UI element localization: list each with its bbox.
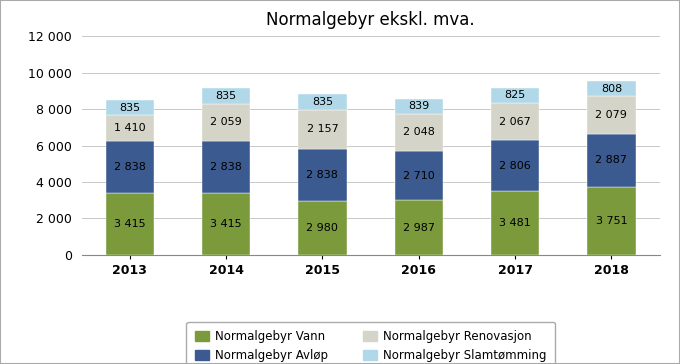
Text: 2 887: 2 887 [596, 155, 628, 165]
Bar [299, 95, 347, 110]
Bar [491, 88, 539, 103]
Text: 2 806: 2 806 [499, 161, 531, 171]
Bar [299, 149, 347, 201]
Text: 2 838: 2 838 [114, 162, 146, 172]
Bar [105, 100, 154, 115]
Text: 2 980: 2 980 [307, 223, 339, 233]
Bar [202, 88, 250, 103]
Bar [105, 193, 154, 255]
Bar [394, 151, 443, 201]
Bar [394, 114, 443, 151]
Text: 3 415: 3 415 [114, 219, 146, 229]
Bar [588, 134, 636, 186]
Title: Normalgebyr ekskl. mva.: Normalgebyr ekskl. mva. [267, 11, 475, 29]
Text: 835: 835 [119, 103, 140, 113]
Text: 835: 835 [216, 91, 237, 101]
Text: 3 481: 3 481 [499, 218, 531, 228]
Text: 2 048: 2 048 [403, 127, 435, 138]
Text: 808: 808 [601, 84, 622, 94]
Text: 839: 839 [408, 101, 429, 111]
Bar [299, 110, 347, 149]
Text: 2 067: 2 067 [499, 116, 531, 127]
Bar [491, 141, 539, 191]
Text: 2 079: 2 079 [596, 110, 628, 120]
Text: 835: 835 [312, 97, 333, 107]
Bar [299, 201, 347, 255]
Bar [202, 141, 250, 193]
Text: 1 410: 1 410 [114, 123, 146, 133]
Bar [394, 99, 443, 114]
Bar [202, 193, 250, 255]
Bar [105, 115, 154, 141]
Text: 3 415: 3 415 [210, 219, 242, 229]
Text: 2 157: 2 157 [307, 124, 339, 134]
Text: 3 751: 3 751 [596, 215, 627, 226]
Text: 2 987: 2 987 [403, 223, 435, 233]
Legend: Normalgebyr Vann, Normalgebyr Avløp, Normalgebyr Renovasjon, Normalgebyr Slamtøm: Normalgebyr Vann, Normalgebyr Avløp, Nor… [186, 322, 555, 364]
Text: 2 710: 2 710 [403, 171, 435, 181]
Bar [491, 191, 539, 255]
Text: 2 059: 2 059 [210, 117, 242, 127]
Text: 2 838: 2 838 [307, 170, 339, 180]
Bar [491, 103, 539, 141]
Bar [105, 141, 154, 193]
Bar [588, 186, 636, 255]
Bar [202, 103, 250, 141]
Text: 825: 825 [505, 90, 526, 100]
Text: 2 838: 2 838 [210, 162, 242, 172]
Bar [588, 82, 636, 96]
Bar [588, 96, 636, 134]
Bar [394, 201, 443, 255]
